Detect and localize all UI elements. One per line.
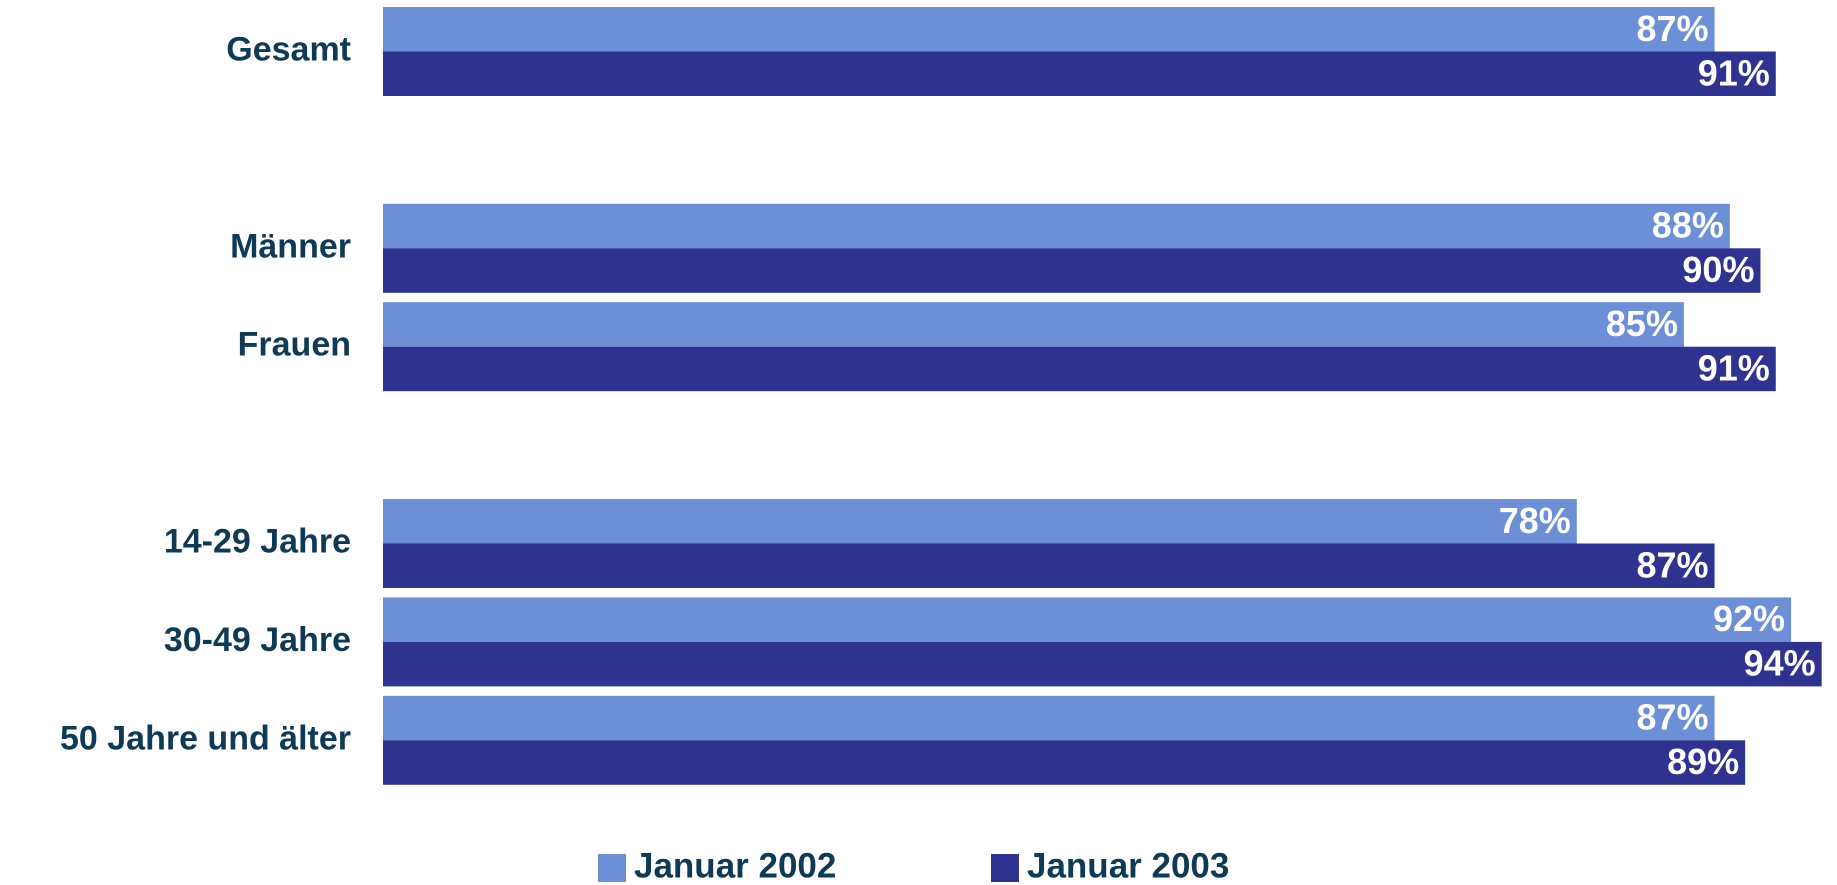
bar	[383, 346, 1776, 392]
bar	[383, 695, 1715, 741]
category-label: Frauen	[238, 326, 351, 364]
bar	[383, 543, 1715, 588]
bar	[383, 248, 1761, 293]
bar	[383, 499, 1577, 544]
bar	[383, 597, 1792, 642]
value-label: 94%	[1744, 643, 1816, 684]
bar	[383, 740, 1746, 785]
category-label: Männer	[230, 227, 351, 265]
value-label: 78%	[1499, 500, 1571, 541]
value-label: 89%	[1667, 741, 1739, 782]
legend-swatch	[991, 854, 1019, 882]
legend-label: Januar 2003	[1027, 846, 1229, 885]
category-label: 50 Jahre und älter	[60, 719, 351, 757]
category-label: Gesamt	[226, 30, 351, 68]
bar	[383, 7, 1715, 52]
bar	[383, 203, 1730, 249]
value-label: 90%	[1682, 249, 1754, 290]
legend-label: Januar 2002	[634, 846, 836, 885]
bar	[383, 51, 1776, 96]
value-label: 85%	[1606, 303, 1678, 344]
value-label: 92%	[1713, 598, 1785, 639]
value-label: 91%	[1698, 347, 1770, 388]
category-label: 30-49 Jahre	[164, 621, 351, 659]
value-label: 87%	[1636, 8, 1708, 49]
category-label: 14-29 Jahre	[164, 522, 351, 560]
bar	[383, 641, 1822, 687]
value-label: 88%	[1652, 205, 1724, 246]
value-label: 91%	[1698, 52, 1770, 93]
legend-swatch	[598, 854, 626, 882]
bar	[383, 302, 1684, 347]
value-label: 87%	[1636, 544, 1708, 585]
value-label: 87%	[1636, 697, 1708, 738]
